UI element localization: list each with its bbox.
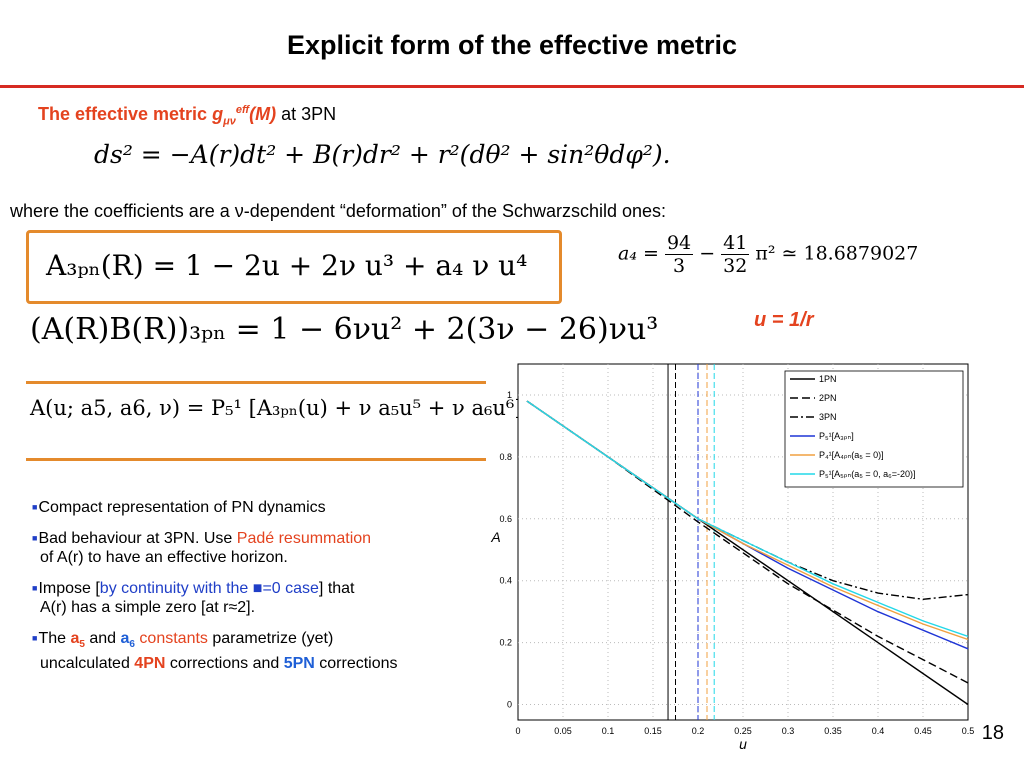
pade-bottom-rule bbox=[26, 458, 486, 461]
a4-num1: 94 bbox=[664, 232, 694, 255]
legend-label: P₅¹[A₅ₚₙ(a₅ = 0, a₆=-20)] bbox=[819, 469, 915, 479]
coefficients-text: where the coefficients are a ν-dependent… bbox=[10, 201, 667, 221]
corrections-and-text: corrections and bbox=[165, 655, 284, 673]
bullet-4-line2: uncalculated 4PN corrections and 5PN cor… bbox=[32, 654, 398, 673]
series-line bbox=[526, 400, 969, 684]
a5-sub: 5 bbox=[79, 639, 85, 651]
series-line bbox=[526, 400, 969, 638]
a5-symbol: a bbox=[70, 630, 80, 647]
bullet-2-cont: of A(r) to have an effective horizon. bbox=[40, 549, 288, 566]
bullet-4-cont: parametrize (yet) bbox=[207, 630, 334, 647]
bullet-3-text: Impose [ bbox=[38, 580, 100, 597]
u-definition: u = 1/r bbox=[754, 309, 814, 331]
bullet-square-icon: ■ bbox=[32, 502, 38, 512]
legend-label: 3PN bbox=[819, 412, 837, 422]
constants-text: constants bbox=[134, 630, 208, 647]
y-tick-label: 1 bbox=[507, 390, 512, 400]
x-tick-label: 0.35 bbox=[824, 726, 842, 736]
bullet-square-icon: ■ bbox=[32, 633, 38, 643]
legend-label: 1PN bbox=[819, 374, 837, 384]
a3pn-box bbox=[26, 230, 562, 304]
subtitle: The effective metric gμνeff(M) at 3PN bbox=[38, 104, 336, 128]
bullet-3-that: ] that bbox=[318, 580, 355, 597]
legend-box bbox=[784, 370, 964, 488]
x-tick-label: 0.1 bbox=[602, 726, 615, 736]
a4-equation: a₄ = 94 3 − 41 32 π² ≃ 18.6879027 bbox=[618, 232, 918, 277]
5pn-text: 5PN bbox=[283, 655, 315, 673]
page-number: 18 bbox=[981, 722, 1004, 744]
bullet-3: ■Impose [by continuity with the ■=0 case… bbox=[32, 579, 398, 617]
subtitle-prefix: The effective metric bbox=[38, 104, 213, 124]
zero-case-text: =0 case bbox=[262, 580, 319, 597]
bullet-1: ■Compact representation of PN dynamics bbox=[32, 498, 398, 517]
a4-frac1: 94 3 bbox=[664, 232, 694, 277]
subtitle-suffix: at 3PN bbox=[276, 104, 337, 124]
bullet-4-text: The bbox=[38, 630, 71, 647]
y-tick-label: 0.8 bbox=[499, 452, 512, 462]
y-tick-label: 0.6 bbox=[499, 514, 512, 524]
x-tick-label: 0.3 bbox=[782, 726, 795, 736]
slide-title: Explicit form of the effective metric bbox=[286, 30, 738, 60]
bullet-square-icon: ■ bbox=[32, 583, 38, 593]
y-axis-label: A bbox=[490, 529, 500, 545]
x-tick-label: 0.5 bbox=[962, 726, 975, 736]
a3pn-equation: A₃ₚₙ(R) = 1 − 2u + 2ν u³ + a₄ ν u⁴ bbox=[46, 249, 528, 282]
x-tick-label: 0.15 bbox=[644, 726, 662, 736]
a4-lhs: a₄ = bbox=[618, 242, 659, 265]
pade-top-rule bbox=[26, 381, 486, 384]
legend-label: P₅¹[A₃ₚₙ] bbox=[819, 431, 854, 441]
bullet-3-cont: A(r) has a simple zero [at r≈2]. bbox=[40, 599, 256, 616]
title-divider bbox=[0, 85, 1024, 88]
subtitle-sub: μν bbox=[223, 115, 236, 128]
bullet-4-and: and bbox=[84, 630, 121, 647]
x-tick-label: 0.2 bbox=[692, 726, 705, 736]
metric-function-chart: 0 0.05 0.1 0.15 0.2 0.25 0.3 0.35 0.4 0.45 0.5 0 0.2… bbox=[490, 363, 975, 752]
pade-equation: A(u; a5, a6, ν) = P₅¹ [A₃ₚₙ(u) + ν a₅u⁵ … bbox=[30, 396, 523, 420]
x-tick-label: 0.45 bbox=[914, 726, 932, 736]
a4-num2: 41 bbox=[721, 232, 750, 255]
bullet-4: ■The a5 and a6 constants parametrize (ye… bbox=[32, 629, 398, 673]
bullet-list: ■Compact representation of PN dynamics ■… bbox=[32, 498, 398, 685]
x-tick-label: 0.4 bbox=[872, 726, 885, 736]
legend-label: P₄¹[A₄ₚₙ(a₅ = 0)] bbox=[819, 450, 884, 460]
pade-resummation-text: Padé resummation bbox=[236, 530, 372, 547]
nu-placeholder-icon: ■ bbox=[252, 580, 263, 597]
subtitle-g: g bbox=[212, 104, 224, 124]
continuity-text: by continuity with the bbox=[99, 580, 253, 597]
x-tick-label: 0.05 bbox=[554, 726, 572, 736]
uncalculated-text: uncalculated bbox=[40, 655, 135, 673]
a4-den1: 3 bbox=[673, 255, 686, 277]
y-tick-label: 0.2 bbox=[499, 638, 512, 648]
bullet-square-icon: ■ bbox=[32, 533, 38, 543]
x-tick-label: 0.25 bbox=[734, 726, 752, 736]
bullet-1-text: Compact representation of PN dynamics bbox=[38, 499, 326, 516]
subtitle-arg: (M) bbox=[249, 104, 277, 124]
subtitle-sup: eff bbox=[235, 104, 250, 116]
a4-rhs: π² ≃ 18.6879027 bbox=[755, 242, 919, 265]
metric-equation: ds² = −A(r)dt² + B(r)dr² + r²(dθ² + sin²… bbox=[94, 140, 671, 169]
y-tick-label: 0 bbox=[507, 700, 512, 710]
ab3pn-equation: (A(R)B(R))₃ₚₙ = 1 − 6νu² + 2(3ν − 26)νu³ bbox=[30, 312, 659, 347]
legend-label: 2PN bbox=[819, 393, 837, 403]
x-axis-label: u bbox=[739, 736, 747, 752]
a4-minus: − bbox=[699, 242, 716, 265]
a4-frac2: 41 32 bbox=[721, 232, 750, 277]
x-tick-label: 0 bbox=[515, 726, 520, 736]
corrections-text: corrections bbox=[314, 655, 398, 673]
y-tick-label: 0.4 bbox=[499, 576, 512, 586]
bullet-2-text: Bad behaviour at 3PN. Use bbox=[38, 530, 237, 547]
a6-symbol: a bbox=[120, 630, 130, 647]
a6-sub: 6 bbox=[129, 639, 135, 651]
4pn-text: 4PN bbox=[134, 655, 166, 673]
a4-den2: 32 bbox=[723, 255, 748, 277]
bullet-2: ■Bad behaviour at 3PN. Use Padé resummat… bbox=[32, 529, 398, 567]
